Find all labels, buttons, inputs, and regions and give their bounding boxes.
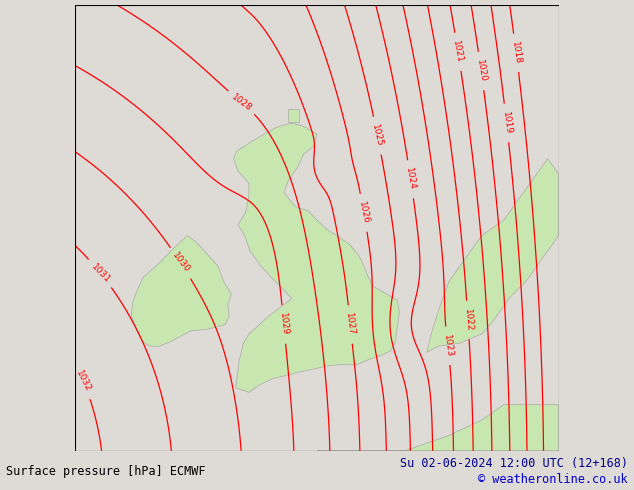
Text: 1024: 1024 — [404, 167, 417, 191]
Polygon shape — [233, 123, 399, 392]
Polygon shape — [427, 159, 559, 352]
Text: 1018: 1018 — [510, 41, 522, 65]
Polygon shape — [131, 236, 231, 346]
Text: Surface pressure [hPa] ECMWF: Surface pressure [hPa] ECMWF — [6, 465, 206, 478]
Text: 1025: 1025 — [370, 123, 384, 148]
Text: 1023: 1023 — [442, 334, 454, 358]
Text: 1026: 1026 — [357, 200, 371, 225]
Text: 1022: 1022 — [463, 308, 473, 332]
Text: 1030: 1030 — [170, 251, 191, 275]
Text: 1029: 1029 — [278, 313, 290, 337]
Text: Su 02-06-2024 12:00 UTC (12+168): Su 02-06-2024 12:00 UTC (12+168) — [399, 457, 628, 470]
Text: 1027: 1027 — [344, 313, 356, 337]
Text: © weatheronline.co.uk: © weatheronline.co.uk — [478, 473, 628, 486]
Text: 1032: 1032 — [74, 369, 93, 394]
Text: 1019: 1019 — [500, 111, 512, 135]
Text: 1028: 1028 — [230, 92, 253, 113]
Polygon shape — [317, 405, 559, 451]
Text: 1031: 1031 — [89, 262, 112, 285]
Text: 1021: 1021 — [451, 40, 465, 64]
Text: 1020: 1020 — [475, 59, 488, 83]
Polygon shape — [288, 109, 299, 122]
